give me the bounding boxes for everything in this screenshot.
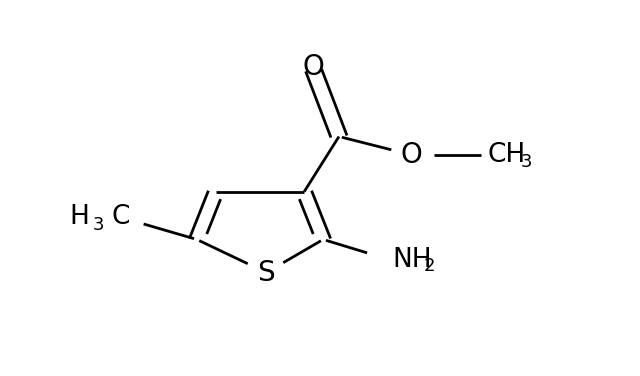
Text: O: O [401,141,422,169]
Text: CH: CH [488,142,525,168]
Text: O: O [303,53,324,81]
Text: 3: 3 [93,216,105,234]
Text: NH: NH [393,247,432,273]
Text: 2: 2 [424,257,435,275]
Text: H: H [70,205,90,230]
Text: C: C [111,205,130,230]
Text: S: S [257,259,275,287]
Text: 3: 3 [521,153,532,171]
